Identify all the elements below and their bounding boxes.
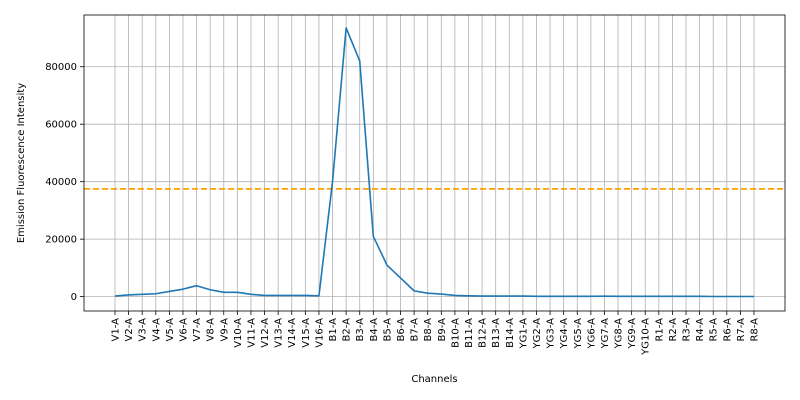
x-tick-label: YG10-A [641,318,652,356]
x-axis: V1-A V2-A V3-A V4-A V5-A V6-A V7-A V8-A V9-A V10-… [111,311,761,356]
x-tick-label: V9-A [219,318,230,342]
x-tick-label: V11-A [246,318,257,348]
x-tick-label: V14-A [287,318,298,348]
y-tick-label: 0 [71,292,77,303]
x-tick-label: YG6-A [586,318,597,350]
x-tick-label: R6-A [722,318,733,342]
x-tick-label: R3-A [682,318,693,342]
series-layer [114,27,754,298]
y-tick-label: 80000 [45,62,77,73]
x-tick-label: R2-A [668,318,679,342]
x-tick-label: V10-A [233,318,244,348]
series-line [114,27,754,298]
x-tick-label: R1-A [654,318,665,342]
x-tick-label: R7-A [736,318,747,342]
x-tick-label: YG7-A [600,318,611,350]
x-tick-label: B4-A [369,318,380,342]
x-tick-label: V4-A [151,318,162,342]
x-tick-label: YG2-A [532,318,543,350]
x-tick-label: YG3-A [546,318,557,350]
x-tick-label: B12-A [478,318,489,348]
x-tick-label: YG5-A [573,318,584,350]
x-tick-label: V1-A [111,318,122,342]
x-tick-label: B10-A [450,318,461,348]
x-tick-label: R5-A [709,318,720,342]
x-tick-label: V12-A [260,318,271,348]
x-tick-label: R4-A [695,318,706,342]
x-tick-label: V15-A [301,318,312,348]
x-tick-label: B2-A [342,318,353,342]
plot-frame [83,14,786,312]
x-tick-label: B5-A [382,318,393,342]
x-tick-label: V5-A [165,318,176,342]
y-axis-title: Emission Fluorescence Intensity [16,83,27,243]
y-tick-label: 60000 [45,120,77,131]
x-tick-label: V8-A [206,318,217,342]
x-tick-label: YG4-A [559,318,570,350]
x-tick-label: B3-A [355,318,366,342]
x-tick-label: V16-A [314,318,325,348]
x-tick-label: V13-A [274,318,285,348]
x-tick-label: V2-A [124,318,135,342]
x-tick-label: B1-A [328,318,339,342]
x-tick-label: B9-A [437,318,448,342]
x-tick-label: V6-A [178,318,189,342]
x-tick-label: B6-A [396,318,407,342]
x-tick-label: B13-A [491,318,502,348]
x-tick-label: B7-A [410,318,421,342]
y-axis: 0 20000 40000 60000 80000 [45,62,84,303]
x-tick-label: B8-A [423,318,434,342]
x-tick-label: V3-A [138,318,149,342]
x-tick-label: R8-A [750,318,761,342]
x-tick-label: B14-A [505,318,516,348]
x-tick-label: V7-A [192,318,203,342]
x-tick-label: B11-A [464,318,475,348]
x-tick-label: YG8-A [614,318,625,350]
x-axis-title: Channels [411,374,457,385]
y-tick-label: 20000 [45,235,77,246]
x-tick-label: YG9-A [627,318,638,350]
grid [84,15,785,311]
y-tick-label: 40000 [45,177,77,188]
x-tick-label: YG1-A [518,318,529,350]
